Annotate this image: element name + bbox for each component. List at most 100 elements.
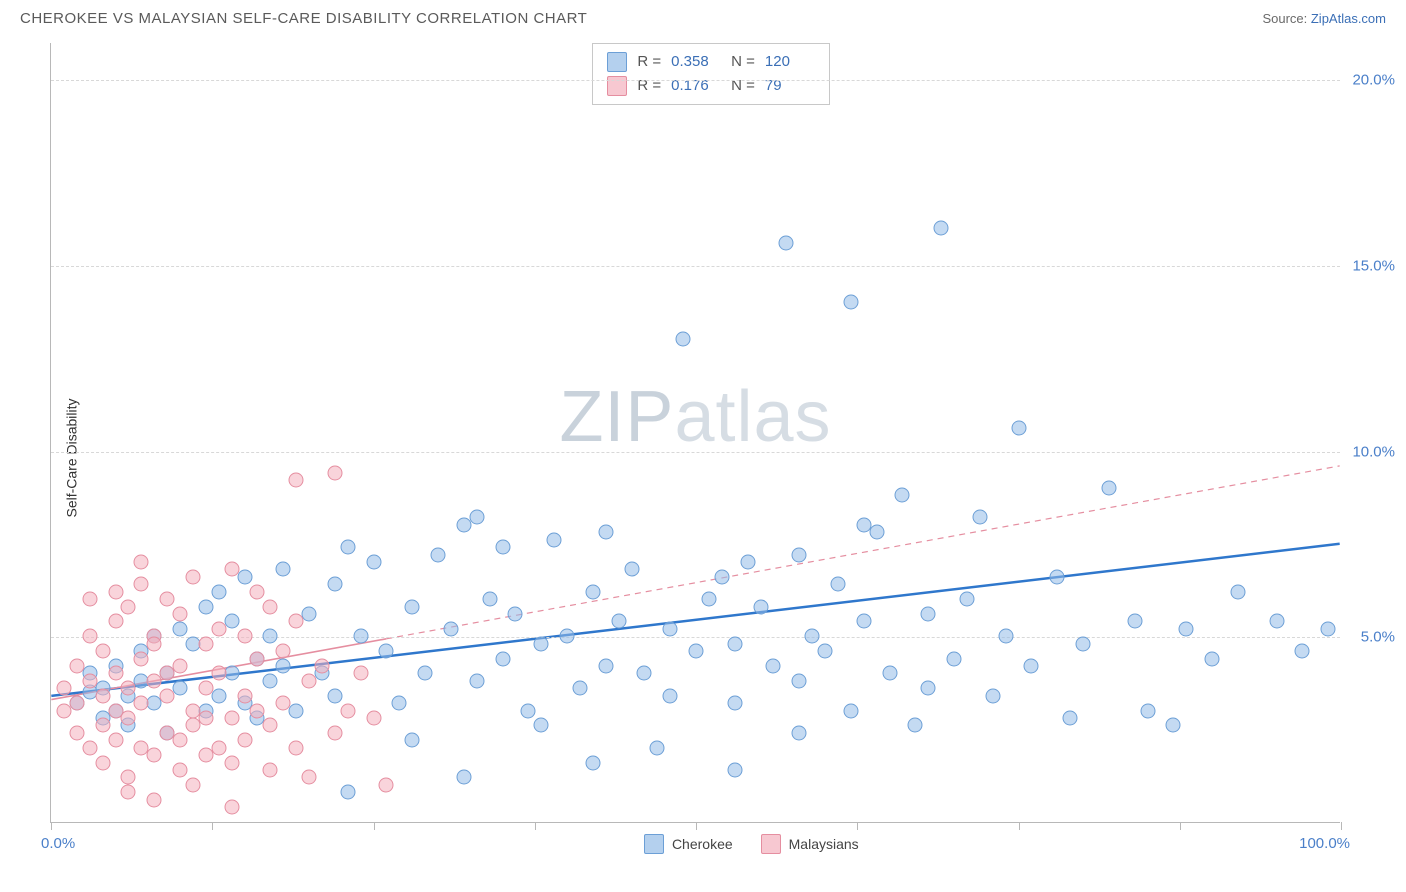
chart-header: CHEROKEE VS MALAYSIAN SELF-CARE DISABILI… bbox=[0, 0, 1406, 33]
data-point bbox=[869, 525, 884, 540]
data-point bbox=[340, 540, 355, 555]
data-point bbox=[663, 688, 678, 703]
legend-swatch-malaysians bbox=[761, 834, 781, 854]
data-point bbox=[173, 763, 188, 778]
data-point bbox=[818, 644, 833, 659]
data-point bbox=[959, 592, 974, 607]
data-point bbox=[701, 592, 716, 607]
data-point bbox=[198, 711, 213, 726]
data-point bbox=[134, 577, 149, 592]
data-point bbox=[727, 763, 742, 778]
data-point bbox=[95, 755, 110, 770]
data-point bbox=[173, 621, 188, 636]
data-point bbox=[121, 785, 136, 800]
x-tick bbox=[1019, 822, 1020, 830]
data-point bbox=[972, 510, 987, 525]
x-tick bbox=[1180, 822, 1181, 830]
data-point bbox=[921, 607, 936, 622]
gridline bbox=[51, 452, 1340, 453]
data-point bbox=[250, 584, 265, 599]
data-point bbox=[237, 569, 252, 584]
data-point bbox=[379, 644, 394, 659]
trend-line bbox=[51, 544, 1339, 696]
data-point bbox=[327, 465, 342, 480]
x-tick bbox=[212, 822, 213, 830]
data-point bbox=[482, 592, 497, 607]
data-point bbox=[250, 703, 265, 718]
data-point bbox=[598, 525, 613, 540]
data-point bbox=[276, 659, 291, 674]
data-point bbox=[82, 592, 97, 607]
x-tick bbox=[374, 822, 375, 830]
data-point bbox=[263, 673, 278, 688]
data-point bbox=[147, 748, 162, 763]
data-point bbox=[211, 666, 226, 681]
data-point bbox=[108, 614, 123, 629]
data-point bbox=[134, 555, 149, 570]
data-point bbox=[1011, 421, 1026, 436]
data-point bbox=[650, 740, 665, 755]
y-tick-label: 5.0% bbox=[1361, 629, 1395, 646]
data-point bbox=[121, 711, 136, 726]
data-point bbox=[792, 725, 807, 740]
data-point bbox=[392, 696, 407, 711]
data-point bbox=[95, 718, 110, 733]
data-point bbox=[856, 517, 871, 532]
data-point bbox=[185, 777, 200, 792]
data-point bbox=[1166, 718, 1181, 733]
stat-n-cherokee: 120 bbox=[765, 50, 815, 74]
data-point bbox=[289, 740, 304, 755]
data-point bbox=[108, 584, 123, 599]
data-point bbox=[121, 681, 136, 696]
data-point bbox=[714, 569, 729, 584]
data-point bbox=[302, 673, 317, 688]
data-point bbox=[160, 688, 175, 703]
data-point bbox=[82, 740, 97, 755]
data-point bbox=[121, 599, 136, 614]
legend-label-malaysians: Malaysians bbox=[789, 836, 859, 852]
chart-container: Self-Care Disability ZIPatlas R = 0.358 … bbox=[0, 33, 1406, 883]
data-point bbox=[289, 614, 304, 629]
data-point bbox=[95, 644, 110, 659]
data-point bbox=[547, 532, 562, 547]
data-point bbox=[805, 629, 820, 644]
data-point bbox=[327, 725, 342, 740]
data-point bbox=[198, 636, 213, 651]
data-point bbox=[147, 792, 162, 807]
data-point bbox=[185, 569, 200, 584]
data-point bbox=[211, 688, 226, 703]
stat-n-label: N = bbox=[731, 50, 755, 74]
data-point bbox=[1063, 711, 1078, 726]
data-point bbox=[830, 577, 845, 592]
data-point bbox=[1024, 659, 1039, 674]
data-point bbox=[1050, 569, 1065, 584]
series-legend: Cherokee Malaysians bbox=[644, 834, 859, 854]
data-point bbox=[585, 755, 600, 770]
data-point bbox=[1127, 614, 1142, 629]
x-tick bbox=[1341, 822, 1342, 830]
data-point bbox=[560, 629, 575, 644]
data-point bbox=[1295, 644, 1310, 659]
x-tick bbox=[696, 822, 697, 830]
stat-r-label: R = bbox=[637, 74, 661, 98]
data-point bbox=[843, 295, 858, 310]
data-point bbox=[224, 614, 239, 629]
data-point bbox=[727, 636, 742, 651]
data-point bbox=[211, 740, 226, 755]
x-axis-max-label: 100.0% bbox=[1299, 835, 1350, 852]
x-tick bbox=[535, 822, 536, 830]
data-point bbox=[676, 332, 691, 347]
data-point bbox=[405, 733, 420, 748]
data-point bbox=[263, 718, 278, 733]
data-point bbox=[211, 584, 226, 599]
data-point bbox=[160, 666, 175, 681]
data-point bbox=[792, 673, 807, 688]
data-point bbox=[934, 220, 949, 235]
y-tick-label: 15.0% bbox=[1352, 257, 1395, 274]
data-point bbox=[534, 718, 549, 733]
data-point bbox=[779, 235, 794, 250]
data-point bbox=[469, 673, 484, 688]
data-point bbox=[302, 607, 317, 622]
data-point bbox=[521, 703, 536, 718]
source-link[interactable]: ZipAtlas.com bbox=[1311, 11, 1386, 26]
